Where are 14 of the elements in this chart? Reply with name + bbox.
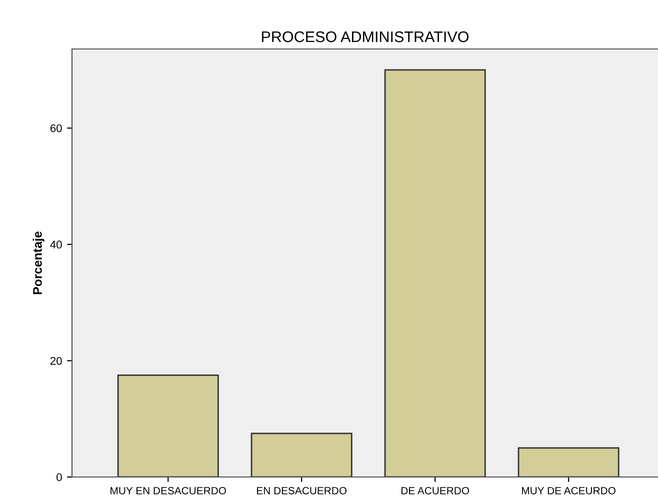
bar [117,374,219,477]
bar [518,447,620,477]
x-tick-label: MUY DE ACEURDO [522,486,616,494]
x-tick-label: EN DESACUERDO [257,486,347,494]
y-tick-label: 0 [56,473,62,482]
y-tick-label: 40 [50,240,62,249]
y-tick-label: 60 [50,124,62,132]
y-axis-title: Porcentaje [32,231,44,294]
y-tick-label: 20 [50,356,62,365]
bar [384,69,486,477]
bar [250,432,352,477]
chart-title: PROCESO ADMINISTRATIVO [262,31,469,42]
x-tick-label: DE ACUERDO [401,486,470,494]
x-tick-label: MUY EN DESACUERDO [110,486,226,494]
